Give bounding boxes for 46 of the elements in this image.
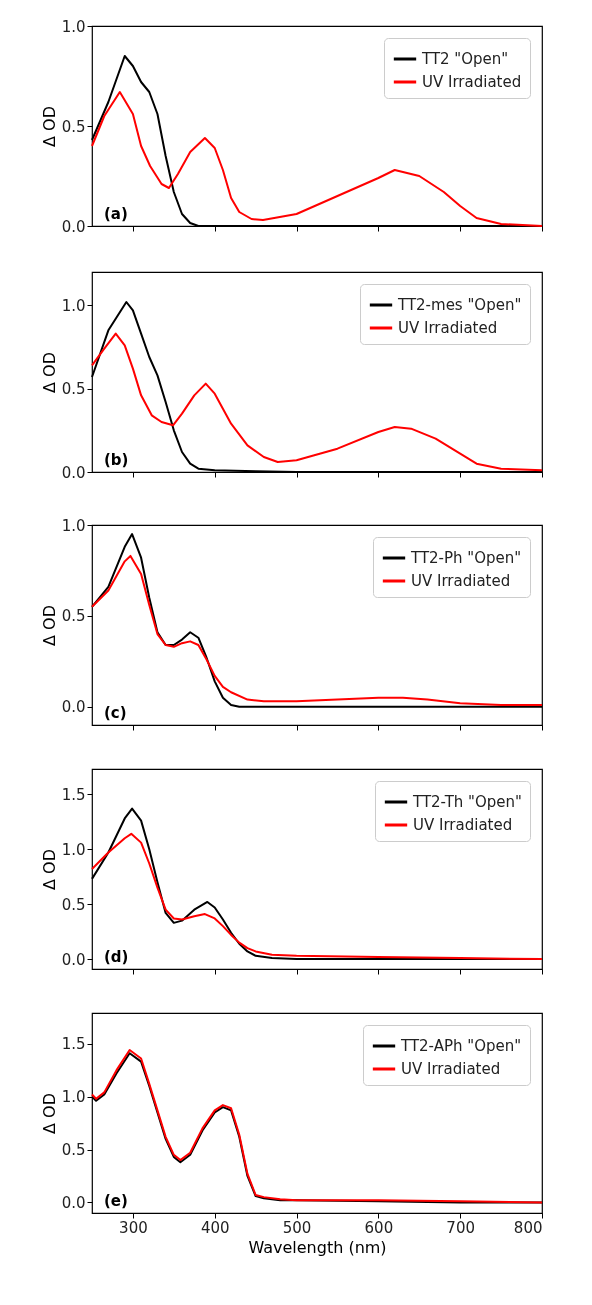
line-series [91,91,543,227]
legend-label: UV Irradiated [398,319,498,337]
legend-label: TT2-Ph "Open" [410,549,522,567]
x-axis-title: Wavelength (nm) [248,1237,387,1257]
y-tick-label: 0.5 [61,895,86,914]
x-tick-label: 400 [200,1218,230,1237]
y-axis-title: Δ OD [39,106,59,147]
y-tick-label: 0.5 [61,117,86,136]
x-tick-label: 800 [513,1218,543,1237]
y-axis-title: Δ OD [39,1093,59,1134]
y-tick-label: 1.0 [61,17,86,36]
legend-label: TT2-mes "Open" [397,296,522,314]
annotation: (b) [104,451,129,469]
y-tick-label: 0.0 [61,463,86,482]
annotation: (e) [104,1192,128,1210]
y-tick-label: 1.5 [61,1035,86,1054]
y-tick-label: 1.0 [61,840,86,859]
annotation: (d) [104,948,129,966]
x-tick-label: 500 [282,1218,312,1237]
line-series [91,332,543,472]
y-tick-label: 1.0 [61,516,86,535]
y-axis-title: Δ OD [39,849,59,890]
legend-label: TT2-Th "Open" [412,793,522,811]
y-tick-label: 1.0 [61,1088,86,1107]
y-tick-label: 0.5 [61,380,86,399]
x-tick-label: 700 [446,1218,475,1237]
y-tick-label: 0.0 [61,698,86,717]
annotation: (c) [104,704,127,722]
y-tick-label: 0.0 [61,217,86,236]
y-tick-label: 1.5 [61,785,86,804]
annotation: (a) [104,205,128,223]
legend-label: UV Irradiated [411,572,511,590]
legend-label: TT2 "Open" [421,50,509,68]
legend-label: TT2-APh "Open" [400,1037,522,1055]
legend-label: UV Irradiated [401,1060,501,1078]
y-axis-title: Δ OD [39,352,59,393]
x-tick-label: 300 [119,1218,148,1237]
y-axis-title: Δ OD [39,605,59,646]
y-tick-label: 0.5 [61,607,86,626]
legend-label: UV Irradiated [413,816,513,834]
y-tick-label: 0.0 [61,1193,86,1212]
legend-label: UV Irradiated [422,73,522,91]
y-tick-label: 1.0 [61,296,86,315]
y-tick-label: 0.0 [61,950,86,969]
x-tick-label: 600 [364,1218,394,1237]
y-tick-label: 0.5 [61,1141,86,1160]
